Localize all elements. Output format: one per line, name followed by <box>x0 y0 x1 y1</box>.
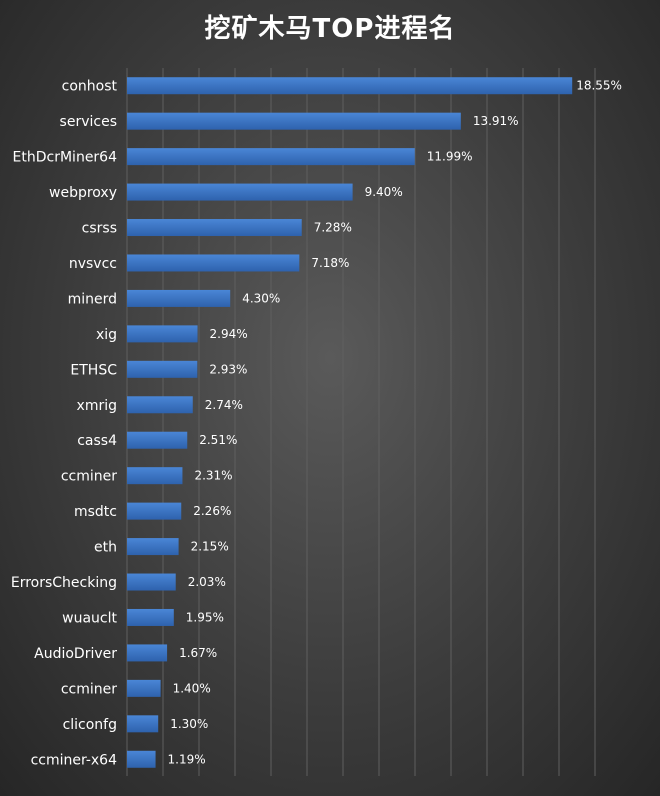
category-label: ccminer-x64 <box>31 752 118 768</box>
category-label: conhost <box>62 79 118 95</box>
value-label: 2.94% <box>210 327 248 341</box>
bar-1 <box>127 112 461 130</box>
category-label: ErrorsChecking <box>11 575 117 591</box>
value-label: 4.30% <box>242 291 280 305</box>
category-label: webproxy <box>49 185 117 201</box>
value-label: 9.40% <box>365 185 403 199</box>
grid-lines <box>126 68 596 776</box>
bar-14 <box>127 573 176 591</box>
value-label: 13.91% <box>473 114 519 128</box>
bar-3 <box>127 183 353 201</box>
category-label: eth <box>94 540 117 556</box>
bar-17 <box>127 679 161 697</box>
bar-16 <box>127 644 168 662</box>
value-label: 2.31% <box>194 469 232 483</box>
value-label: 1.40% <box>173 681 211 695</box>
bar-2 <box>127 148 415 166</box>
value-label: 7.18% <box>311 256 349 270</box>
bar-7 <box>127 325 198 343</box>
value-label: 2.74% <box>205 398 243 412</box>
category-label: cliconfg <box>63 717 117 733</box>
chart-title: 挖矿木马TOP进程名 <box>204 14 456 44</box>
category-label: ccminer <box>61 681 117 697</box>
bar-8 <box>127 360 198 378</box>
value-label: 1.95% <box>186 610 224 624</box>
category-label: ETHSC <box>70 362 117 378</box>
value-label: 2.03% <box>188 575 226 589</box>
bar-10 <box>127 431 188 449</box>
bar-19 <box>127 750 156 768</box>
value-label: 2.15% <box>191 540 229 554</box>
value-label: 7.28% <box>314 221 352 235</box>
bar-13 <box>127 538 179 556</box>
bar-11 <box>127 467 183 485</box>
value-label: 1.67% <box>179 646 217 660</box>
bar-6 <box>127 289 231 307</box>
bar-12 <box>127 502 182 520</box>
category-label: nvsvcc <box>69 256 117 272</box>
category-label: csrss <box>82 221 117 237</box>
category-label: minerd <box>68 291 117 307</box>
value-label: 1.30% <box>170 717 208 731</box>
value-label: 2.93% <box>209 362 247 376</box>
bar-18 <box>127 715 159 733</box>
bar-5 <box>127 254 300 272</box>
category-label: AudioDriver <box>34 646 117 662</box>
category-label: services <box>60 114 117 130</box>
value-label: 2.26% <box>193 504 231 518</box>
value-label: 2.51% <box>199 433 237 447</box>
category-label: EthDcrMiner64 <box>13 150 118 166</box>
category-label: wuauclt <box>62 610 117 626</box>
bar-9 <box>127 396 193 414</box>
value-label: 18.55% <box>576 79 622 93</box>
category-label: xmrig <box>77 398 117 414</box>
category-label: xig <box>96 327 117 343</box>
category-labels: conhost services EthDcrMiner64 webproxy csrs… <box>11 79 118 769</box>
bar-15 <box>127 608 174 626</box>
bar-4 <box>127 219 302 237</box>
bars <box>127 77 573 768</box>
value-label: 1.19% <box>168 752 206 766</box>
category-label: msdtc <box>74 504 117 520</box>
category-label: ccminer <box>61 469 117 485</box>
value-label: 11.99% <box>427 150 473 164</box>
category-label: cass4 <box>77 433 117 449</box>
value-labels: 18.55% 13.91% 11.99% 9.40% 7.28% 7.18% 4.30% 2.… <box>168 79 622 767</box>
bar-0 <box>127 77 573 95</box>
